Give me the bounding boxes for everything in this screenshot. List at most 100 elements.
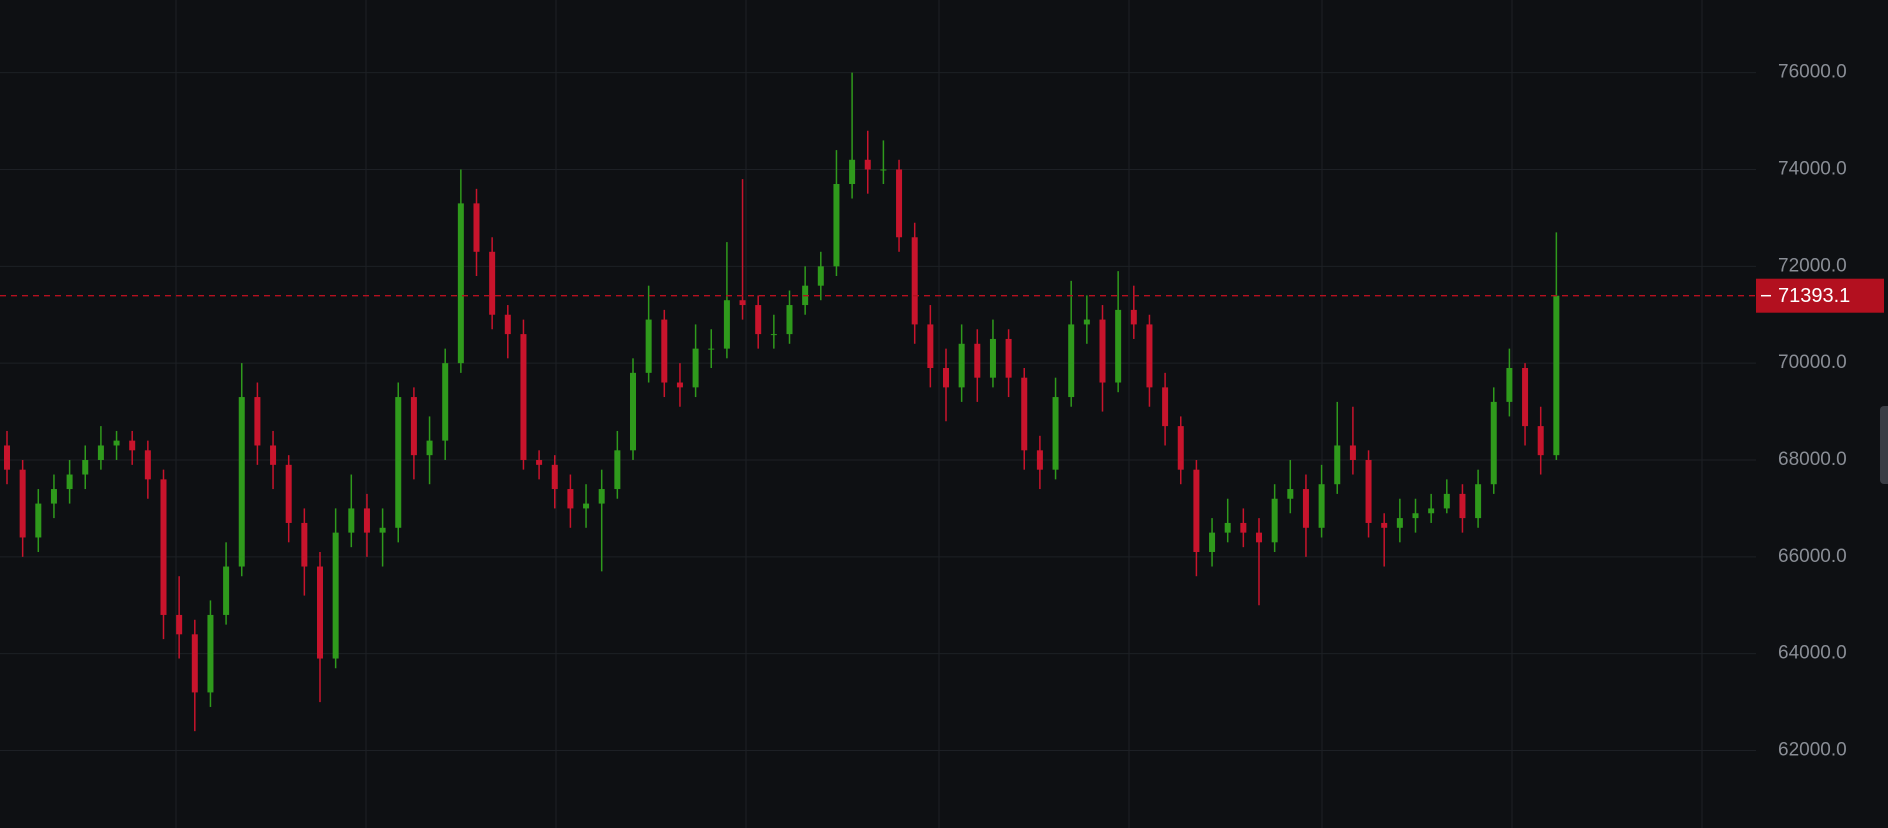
candle-body [82,460,89,475]
candle-body [1537,426,1544,456]
candle-body [880,169,887,171]
candle-body [1099,319,1106,383]
y-tick-label: 70000.0 [1778,352,1847,373]
candle-body [1506,368,1513,402]
candle-body [630,372,636,451]
candle-body [645,319,652,373]
y-tick-label: 64000.0 [1778,643,1847,664]
candle-body [1553,295,1560,456]
candle-body [473,203,480,252]
candle-body [457,203,464,364]
candle-body [1193,469,1200,552]
side-handle[interactable] [1880,406,1888,484]
candle-body [692,348,699,388]
candle-body [1146,324,1153,388]
candle-body [1522,368,1529,427]
candle-body [849,159,856,184]
candle-body [1349,445,1356,460]
candle-body [1052,397,1059,470]
candle-body [35,503,42,538]
candle-body [66,474,73,490]
candle-body [270,445,277,465]
candle-body [363,508,370,533]
candle-body [4,445,10,470]
candle-body [1130,309,1137,325]
candle-body [129,440,136,451]
candle-body [1318,484,1325,528]
candle-body [536,460,543,465]
candle-body [1068,324,1075,398]
candle-body [708,348,715,350]
candle-body [739,300,746,306]
candle-body [817,266,824,286]
candle-body [50,489,57,504]
candle-body [301,522,308,567]
candle-body [786,305,793,335]
candle-body [504,314,511,335]
candle-body [1396,518,1403,528]
candle-body [1287,489,1294,499]
candle-body [1162,387,1169,427]
candle-body [1443,493,1450,509]
candle-body [927,324,934,368]
candle-body [176,614,183,635]
candle-body [583,503,590,509]
candle-body [1475,484,1482,519]
y-tick-label: 66000.0 [1778,546,1847,567]
candle-body [191,634,198,693]
candle-body [864,159,871,170]
candle-body [144,450,151,480]
candle-body [19,469,26,538]
last-price-label: 71393.1 [1778,285,1850,307]
candle-body [1428,508,1435,514]
candle-body [1177,426,1184,470]
candle-body [160,479,167,615]
candle-body [1224,522,1231,533]
candle-body [410,397,417,456]
y-tick-label: 68000.0 [1778,449,1847,470]
candle-body [1334,445,1341,485]
candle-body [1365,460,1372,523]
candle-body [896,169,903,238]
candle-body [676,382,683,388]
candle-body [1240,522,1247,533]
candle-body [1005,338,1012,378]
candle-body [723,300,730,349]
candle-body [442,363,449,441]
candle-body [1256,532,1262,543]
last-price-tag [1756,278,1884,313]
candle-body [551,464,558,490]
time-grid [175,0,1703,828]
candle-body [223,566,230,615]
candle-body [207,614,214,693]
candle-body [97,445,104,460]
candle-body [911,237,918,325]
candle-body [113,440,120,446]
candle-body [1209,532,1216,552]
candle-body [1412,513,1419,519]
candle-body [1490,401,1497,485]
candle-body [332,532,339,659]
y-tick-label: 72000.0 [1778,255,1847,276]
candle-body [989,338,996,378]
candle-body [958,343,965,388]
candle-body [317,566,323,659]
candle-body [614,450,621,490]
candle-body [395,397,402,528]
y-tick-label: 74000.0 [1778,158,1847,179]
candle-body [379,527,386,533]
candle-body [974,343,981,378]
candle-body [520,334,527,460]
candle-body [1381,522,1388,528]
candle-body [285,464,292,523]
candle-body [254,397,261,446]
candle-body [661,319,668,383]
candle-body [1021,377,1028,451]
candle-body [426,440,433,456]
candle-body [943,368,949,388]
y-tick-label: 76000.0 [1778,62,1847,83]
y-tick-label: 62000.0 [1778,740,1847,761]
candle-body [770,334,777,336]
